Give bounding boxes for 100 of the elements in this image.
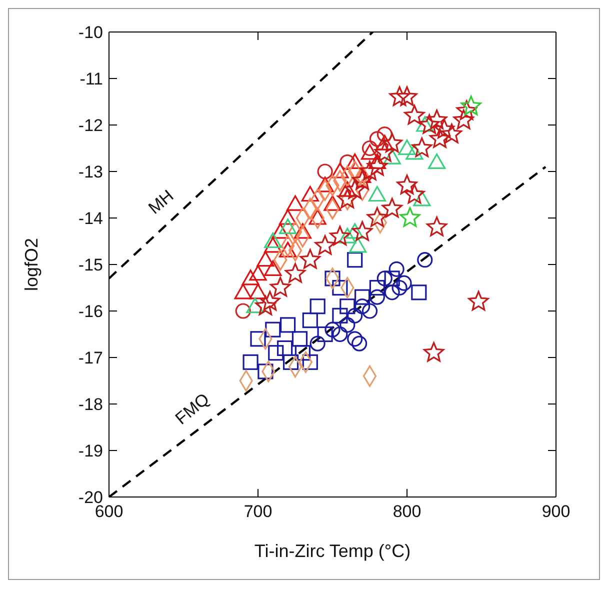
point [316, 176, 334, 192]
point [360, 144, 379, 160]
point [249, 265, 267, 281]
point [441, 124, 462, 144]
point [369, 131, 385, 147]
point [282, 354, 299, 370]
point [301, 186, 319, 202]
point [317, 164, 333, 180]
point [396, 174, 418, 194]
point [332, 308, 348, 324]
point [324, 270, 340, 286]
point [279, 209, 297, 225]
point [382, 132, 402, 152]
point [300, 249, 320, 269]
point [279, 218, 297, 234]
point [265, 322, 281, 338]
point [337, 188, 358, 208]
point [453, 110, 474, 130]
y-tick-label: -10 [78, 23, 103, 42]
point [411, 284, 427, 300]
point [242, 354, 258, 370]
point [392, 280, 408, 296]
point [359, 160, 380, 180]
point [277, 340, 293, 356]
point [426, 216, 448, 236]
point [362, 303, 378, 319]
point [324, 322, 340, 338]
point [258, 364, 274, 380]
point [264, 237, 282, 253]
point [382, 198, 402, 218]
y-tick-label: -13 [78, 162, 103, 182]
x-tick-label: 700 [244, 502, 272, 522]
point [374, 142, 395, 162]
point [384, 284, 400, 300]
y-tick-label: -15 [78, 256, 103, 275]
point [260, 290, 280, 311]
point [264, 232, 282, 248]
point [317, 326, 333, 342]
point [330, 226, 350, 246]
point [242, 270, 260, 286]
point [369, 289, 385, 305]
point [456, 100, 477, 120]
point [284, 263, 306, 283]
point [249, 284, 267, 300]
point [268, 345, 284, 361]
point [256, 251, 274, 267]
point [429, 128, 450, 148]
point [302, 312, 318, 328]
point [346, 153, 364, 169]
point [354, 289, 370, 305]
x-tick-label: 600 [94, 502, 124, 522]
point [460, 96, 482, 116]
y-tick-label: -16 [78, 302, 103, 322]
point [347, 331, 363, 347]
point [314, 235, 336, 255]
point [352, 221, 373, 241]
y-tick-label: -11 [80, 70, 103, 89]
point [280, 317, 296, 333]
point [347, 308, 363, 324]
y-tick-label: -14 [78, 209, 103, 228]
y-tick-label: -17 [78, 348, 103, 368]
point [310, 336, 326, 352]
point [310, 298, 326, 314]
point [340, 154, 356, 170]
point [294, 223, 312, 239]
point [388, 261, 404, 277]
point [354, 298, 370, 314]
point [349, 237, 367, 253]
point [352, 336, 368, 352]
point [366, 207, 388, 227]
y-tick-label: -19 [78, 442, 103, 461]
point [398, 139, 416, 156]
point [368, 186, 386, 202]
annotation: MH [144, 186, 178, 218]
point [384, 270, 400, 286]
point [400, 207, 420, 227]
point [362, 140, 378, 156]
x-axis-title: Ti-in-Zirc Temp (°C) [254, 541, 411, 561]
point [396, 275, 412, 291]
point [366, 156, 388, 176]
y-tick-label: -18 [78, 395, 103, 414]
point [302, 354, 318, 370]
point [434, 118, 455, 139]
point [369, 280, 385, 296]
point [404, 104, 425, 125]
point [331, 162, 349, 178]
point [279, 242, 297, 258]
point [270, 276, 291, 297]
point [404, 184, 425, 204]
point [340, 298, 356, 314]
point [426, 110, 448, 130]
point [344, 179, 366, 199]
point [286, 195, 304, 211]
point [389, 86, 410, 106]
x-tick-label: 800 [392, 502, 422, 522]
point [332, 326, 348, 342]
point [417, 252, 433, 268]
point [324, 195, 342, 211]
point [412, 137, 432, 158]
point [272, 223, 290, 239]
